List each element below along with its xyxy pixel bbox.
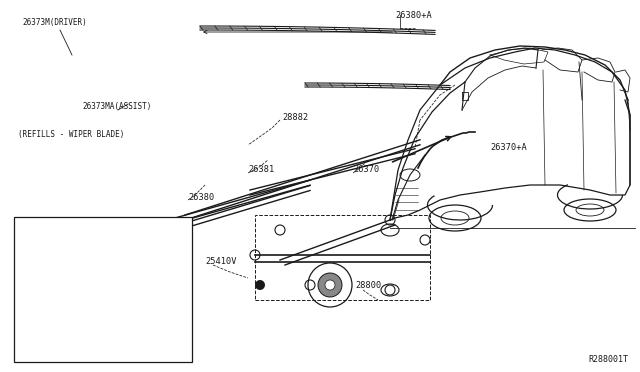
Circle shape bbox=[318, 273, 342, 297]
Text: 26373MA(ASSIST): 26373MA(ASSIST) bbox=[82, 102, 152, 111]
Text: 26380+A: 26380+A bbox=[395, 10, 432, 19]
Text: 28882: 28882 bbox=[282, 113, 308, 122]
Text: 26380: 26380 bbox=[188, 193, 214, 202]
Text: 28800: 28800 bbox=[355, 280, 381, 289]
Text: 25410V: 25410V bbox=[205, 257, 237, 266]
Text: (REFILLS - WIPER BLADE): (REFILLS - WIPER BLADE) bbox=[18, 130, 124, 139]
Text: R288001T: R288001T bbox=[588, 355, 628, 364]
Text: 26370: 26370 bbox=[353, 166, 380, 174]
Text: 26373M(DRIVER): 26373M(DRIVER) bbox=[22, 18, 87, 27]
Text: 26370+A: 26370+A bbox=[490, 144, 527, 153]
Bar bbox=[255, 215, 430, 300]
Text: 28882: 28882 bbox=[88, 221, 115, 230]
Circle shape bbox=[255, 280, 265, 290]
Bar bbox=[14, 217, 192, 362]
Circle shape bbox=[325, 280, 335, 290]
Text: 26381: 26381 bbox=[248, 166, 275, 174]
Circle shape bbox=[97, 252, 103, 258]
Text: 26381: 26381 bbox=[120, 263, 147, 273]
